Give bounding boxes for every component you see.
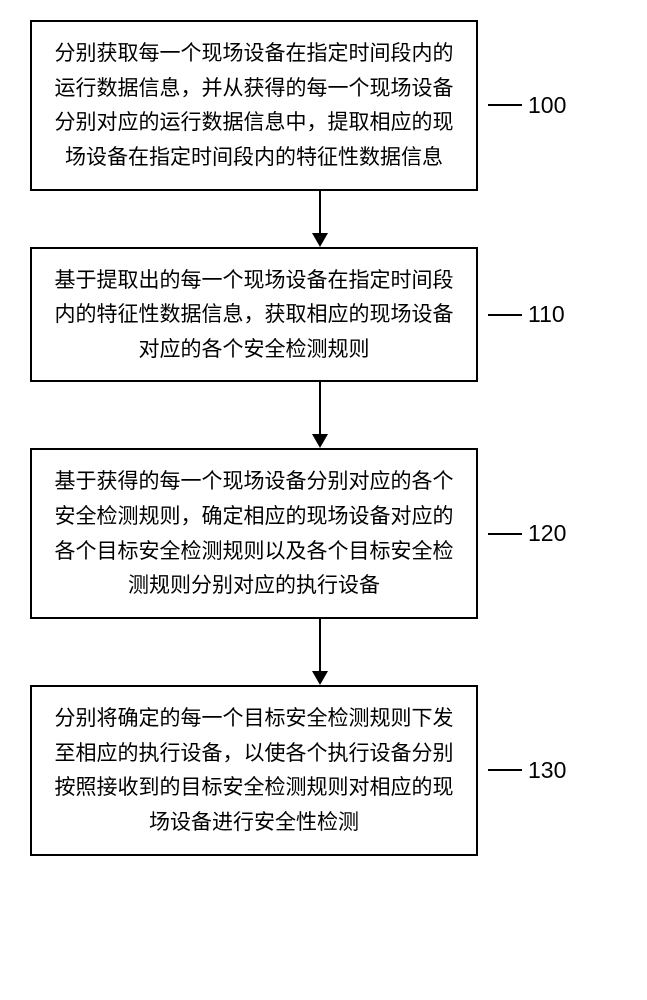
- flow-arrow: [96, 382, 544, 448]
- arrow-shaft: [319, 619, 321, 671]
- connector-line: [488, 533, 522, 535]
- arrow-head-icon: [312, 233, 328, 247]
- connector-line: [488, 314, 522, 316]
- flow-label-120: 120: [488, 520, 566, 547]
- flowchart-container: 分别获取每一个现场设备在指定时间段内的运行数据信息，并从获得的每一个现场设备分别…: [30, 20, 610, 856]
- connector-line: [488, 104, 522, 106]
- flow-box-text: 分别将确定的每一个目标安全检测规则下发至相应的执行设备，以使各个执行设备分别按照…: [55, 706, 454, 834]
- flow-label-text: 110: [528, 301, 565, 328]
- flow-box-text: 基于获得的每一个现场设备分别对应的各个安全检测规则，确定相应的现场设备对应的各个…: [55, 469, 454, 597]
- flow-box-100: 分别获取每一个现场设备在指定时间段内的运行数据信息，并从获得的每一个现场设备分别…: [30, 20, 478, 191]
- flow-label-100: 100: [488, 92, 566, 119]
- flow-node-row: 基于获得的每一个现场设备分别对应的各个安全检测规则，确定相应的现场设备对应的各个…: [30, 448, 610, 619]
- flow-box-120: 基于获得的每一个现场设备分别对应的各个安全检测规则，确定相应的现场设备对应的各个…: [30, 448, 478, 619]
- arrow-shaft: [319, 382, 321, 434]
- flow-node-row: 基于提取出的每一个现场设备在指定时间段内的特征性数据信息，获取相应的现场设备对应…: [30, 247, 610, 383]
- connector-line: [488, 769, 522, 771]
- arrow-head-icon: [312, 434, 328, 448]
- flow-arrow: [96, 619, 544, 685]
- flow-box-110: 基于提取出的每一个现场设备在指定时间段内的特征性数据信息，获取相应的现场设备对应…: [30, 247, 478, 383]
- flow-label-130: 130: [488, 757, 566, 784]
- arrow-head-icon: [312, 671, 328, 685]
- flow-node-row: 分别将确定的每一个目标安全检测规则下发至相应的执行设备，以使各个执行设备分别按照…: [30, 685, 610, 856]
- flow-box-text: 分别获取每一个现场设备在指定时间段内的运行数据信息，并从获得的每一个现场设备分别…: [55, 41, 454, 169]
- flow-arrow: [96, 191, 544, 247]
- flow-box-130: 分别将确定的每一个目标安全检测规则下发至相应的执行设备，以使各个执行设备分别按照…: [30, 685, 478, 856]
- flow-label-110: 110: [488, 301, 565, 328]
- flow-label-text: 130: [528, 757, 566, 784]
- arrow-shaft: [319, 191, 321, 233]
- flow-label-text: 100: [528, 92, 566, 119]
- flow-label-text: 120: [528, 520, 566, 547]
- flow-node-row: 分别获取每一个现场设备在指定时间段内的运行数据信息，并从获得的每一个现场设备分别…: [30, 20, 610, 191]
- flow-box-text: 基于提取出的每一个现场设备在指定时间段内的特征性数据信息，获取相应的现场设备对应…: [55, 268, 454, 361]
